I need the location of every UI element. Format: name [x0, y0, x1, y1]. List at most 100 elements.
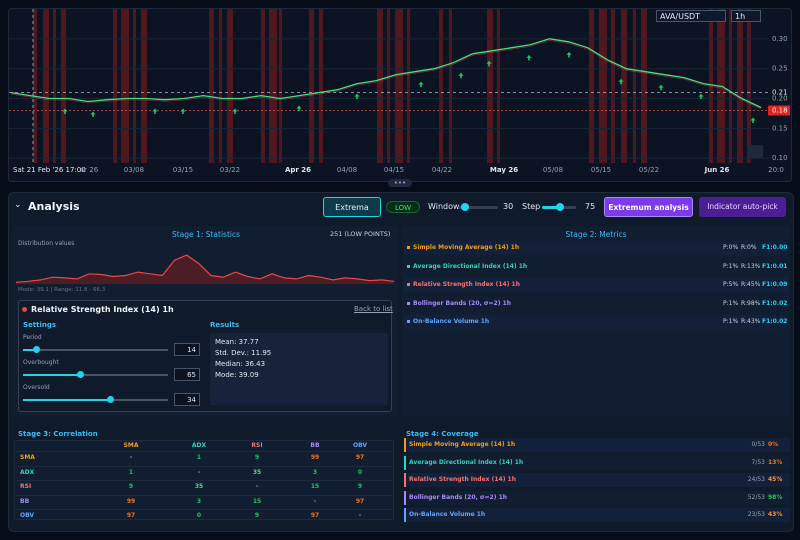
extrema-button[interactable]: Extrema — [323, 197, 381, 217]
x-tick-label: 05/08 — [543, 166, 563, 174]
signal-band — [219, 9, 222, 163]
setting-input[interactable]: 34 — [174, 393, 200, 406]
last-price-label: 0.18 — [772, 106, 788, 114]
corr-cell: 9 — [254, 454, 260, 461]
stage1-title: Stage 1: Statistics — [171, 230, 241, 239]
metric-row — [404, 278, 788, 292]
x-tick-label: 05/15 — [591, 166, 611, 174]
signal-band — [319, 9, 323, 163]
corr-cell: 35 — [252, 468, 262, 476]
signal-band — [621, 9, 627, 163]
metric-r: R:43% — [741, 318, 761, 325]
window-label: Window — [428, 202, 460, 211]
metric-r: R:98% — [741, 299, 761, 307]
setting-slider[interactable] — [23, 349, 168, 351]
coverage-count: 7/53 — [751, 458, 765, 466]
row-header: SMA — [20, 454, 35, 461]
signal-arrow — [458, 72, 464, 79]
indicator-dot — [22, 307, 27, 312]
metric-r: R:45% — [741, 281, 761, 288]
coverage-name: On-Balance Volume 1h — [409, 511, 486, 518]
setting-label: Oversold — [23, 384, 50, 391]
back-link[interactable]: Back to list — [354, 305, 393, 313]
metric-p: P:1% — [723, 318, 739, 325]
corr-cell: - — [197, 468, 201, 476]
resize-handle[interactable]: ••• — [388, 179, 412, 187]
metric-dot — [407, 301, 410, 305]
stage1-points: 251 (LOW POINTS) — [330, 230, 391, 238]
signal-band — [729, 9, 732, 163]
coverage-name: Simple Moving Average (14) 1h — [409, 441, 516, 448]
y-tick-label: 0.25 — [772, 65, 788, 73]
corr-cell: 9 — [128, 483, 134, 490]
signal-arrow — [526, 54, 532, 61]
signal-band — [269, 9, 277, 163]
level-badge: LOW — [386, 201, 420, 213]
autopick-button[interactable]: Indicator auto-pick — [699, 197, 786, 217]
row-header: ADX — [20, 468, 35, 476]
step-thumb[interactable] — [556, 203, 564, 211]
coverage-name: Average Directional Index (14) 1h — [409, 458, 524, 466]
metric-f1: F1:0.02 — [762, 299, 788, 307]
coverage-count: 0/53 — [751, 441, 765, 448]
corr-cell: 97 — [126, 512, 136, 519]
x-tick-label: Apr 26 — [285, 166, 311, 174]
coverage-percent: 45% — [768, 476, 783, 483]
y-tick-label: 0.30 — [772, 35, 788, 43]
metric-dot — [407, 320, 410, 323]
coverage-name: Relative Strength Index (14) 1h — [409, 476, 516, 483]
collapse-icon[interactable]: ⌄ — [14, 200, 22, 210]
metric-name: Relative Strength Index (14) 1h — [413, 281, 520, 288]
metric-dot — [407, 283, 410, 286]
metric-row — [404, 296, 788, 311]
x-tick-label: May 26 — [490, 166, 518, 174]
setting-slider-fill — [23, 399, 110, 401]
metric-f1: F1:0.01 — [762, 262, 788, 270]
pair-select[interactable]: AVA/USDT — [656, 10, 726, 22]
extremum-button[interactable]: Extremum analysis — [604, 197, 693, 217]
signal-arrow — [90, 111, 96, 118]
x-tick-label: Jun 26 — [704, 166, 730, 174]
metric-p: P:0% — [723, 244, 739, 251]
col-header: SMA — [123, 442, 139, 449]
row-line — [14, 509, 394, 510]
metric-r: R:0% — [741, 244, 757, 251]
window-thumb[interactable] — [461, 203, 469, 211]
corr-cell: 15 — [252, 497, 262, 505]
metric-name: Simple Moving Average (14) 1h — [413, 244, 520, 251]
row-header: OBV — [20, 512, 35, 519]
interval-select[interactable]: 1h — [731, 10, 761, 22]
col-header: OBV — [352, 442, 368, 449]
setting-input[interactable]: 65 — [174, 368, 200, 381]
signal-band — [737, 9, 743, 163]
signal-band — [497, 9, 500, 163]
setting-input[interactable]: 14 — [174, 343, 200, 356]
coverage-name: Bollinger Bands (20, σ=2) 1h — [409, 493, 508, 501]
x-tick-label: 04/08 — [337, 166, 357, 174]
setting-slider[interactable] — [23, 374, 168, 376]
result-line: Mode: 39.09 — [215, 371, 259, 379]
result-line: Mean: 37.77 — [215, 338, 259, 346]
x-tick-label: 04/22 — [432, 166, 452, 174]
corr-cell: 99 — [310, 454, 320, 461]
row-header: BB — [20, 497, 30, 505]
setting-label: Period — [23, 334, 42, 341]
signal-arrow — [750, 117, 756, 123]
setting-thumb[interactable] — [76, 371, 84, 378]
signal-band — [61, 9, 66, 163]
y-tick-label: 0.10 — [772, 154, 788, 162]
corr-cell: - — [129, 454, 133, 461]
setting-thumb[interactable] — [33, 346, 41, 353]
signal-band — [53, 9, 56, 163]
stage2-title: Stage 2: Metrics — [565, 230, 627, 239]
signal-band — [227, 9, 233, 163]
window-slider[interactable] — [458, 206, 498, 209]
signal-band — [121, 9, 129, 163]
setting-thumb[interactable] — [107, 396, 114, 403]
signal-band — [387, 9, 390, 163]
signal-band — [407, 9, 410, 163]
signal-band — [449, 9, 452, 163]
signal-band — [113, 9, 117, 163]
settings-title: Settings — [23, 321, 57, 329]
signal-arrow — [566, 51, 572, 58]
